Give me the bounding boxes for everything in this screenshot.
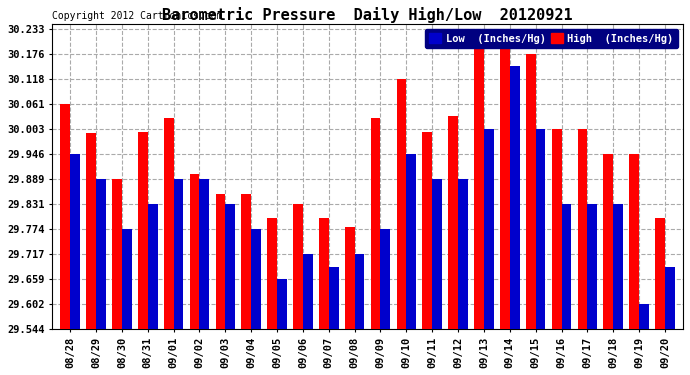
Bar [215, 194, 226, 329]
Bar [277, 279, 287, 329]
Bar [303, 254, 313, 329]
Bar [96, 179, 106, 329]
Bar [535, 129, 546, 329]
Bar [122, 229, 132, 329]
Bar [484, 129, 494, 329]
Legend: Low  (Inches/Hg), High  (Inches/Hg): Low (Inches/Hg), High (Inches/Hg) [425, 29, 678, 48]
Bar [397, 79, 406, 329]
Bar [604, 154, 613, 329]
Bar [70, 154, 80, 329]
Bar [613, 204, 623, 329]
Bar [552, 129, 562, 329]
Text: Copyright 2012 Cartronics.com: Copyright 2012 Cartronics.com [52, 11, 222, 21]
Bar [526, 54, 535, 329]
Bar [345, 227, 355, 329]
Bar [138, 132, 148, 329]
Bar [267, 217, 277, 329]
Bar [474, 29, 484, 329]
Bar [174, 179, 184, 329]
Bar [587, 204, 598, 329]
Bar [86, 133, 96, 329]
Bar [655, 217, 665, 329]
Bar [226, 204, 235, 329]
Bar [639, 304, 649, 329]
Bar [241, 194, 251, 329]
Bar [578, 129, 587, 329]
Bar [355, 254, 364, 329]
Bar [112, 179, 122, 329]
Bar [371, 118, 380, 329]
Bar [432, 179, 442, 329]
Bar [629, 154, 639, 329]
Bar [251, 229, 261, 329]
Bar [448, 116, 458, 329]
Bar [500, 29, 510, 329]
Bar [422, 132, 432, 329]
Bar [60, 104, 70, 329]
Bar [190, 174, 199, 329]
Bar [199, 179, 209, 329]
Bar [665, 267, 675, 329]
Bar [380, 229, 391, 329]
Bar [293, 204, 303, 329]
Bar [164, 118, 174, 329]
Bar [319, 217, 328, 329]
Bar [562, 204, 571, 329]
Title: Barometric Pressure  Daily High/Low  20120921: Barometric Pressure Daily High/Low 20120… [162, 7, 573, 23]
Bar [328, 267, 339, 329]
Bar [148, 204, 157, 329]
Bar [406, 154, 416, 329]
Bar [510, 66, 520, 329]
Bar [458, 179, 468, 329]
